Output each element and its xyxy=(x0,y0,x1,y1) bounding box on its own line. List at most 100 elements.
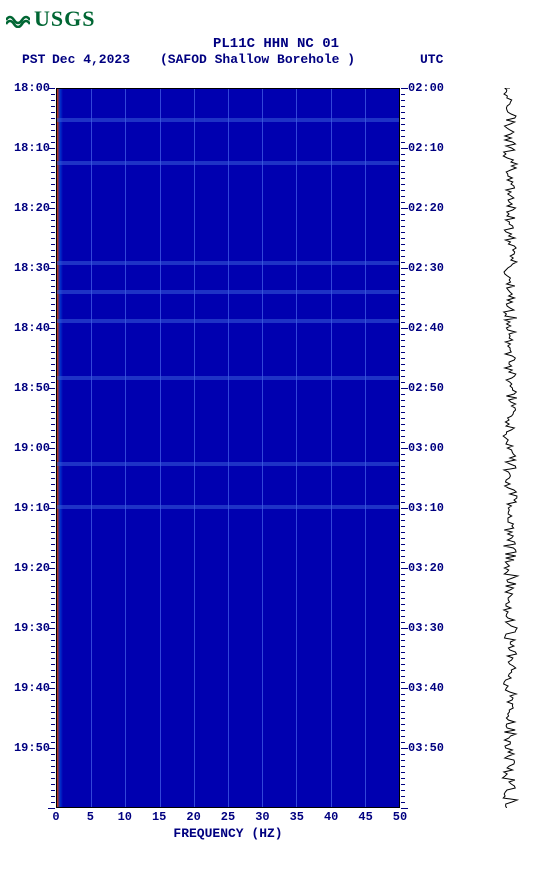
minor-tick xyxy=(401,754,405,755)
minor-tick xyxy=(401,268,408,269)
ytick-right: 02:00 xyxy=(408,81,444,95)
gridline xyxy=(296,89,297,807)
minor-tick xyxy=(51,418,55,419)
minor-tick xyxy=(51,562,55,563)
minor-tick xyxy=(51,622,55,623)
x-axis-frequency: 05101520253035404550 xyxy=(56,810,400,826)
minor-tick xyxy=(401,514,405,515)
minor-tick xyxy=(401,556,405,557)
minor-tick xyxy=(51,796,55,797)
minor-tick xyxy=(51,250,55,251)
ytick-left: 19:00 xyxy=(14,441,50,455)
minor-tick xyxy=(51,490,55,491)
ytick-left: 18:20 xyxy=(14,201,50,215)
waveform-trace xyxy=(490,88,530,808)
minor-tick xyxy=(51,154,55,155)
minor-tick xyxy=(51,424,55,425)
minor-tick xyxy=(51,94,55,95)
minor-tick xyxy=(51,160,55,161)
minor-tick xyxy=(51,526,55,527)
minor-tick xyxy=(51,412,55,413)
minor-tick xyxy=(401,646,405,647)
minor-tick xyxy=(401,94,405,95)
minor-tick xyxy=(51,238,55,239)
minor-tick xyxy=(51,166,55,167)
ytick-right: 02:10 xyxy=(408,141,444,155)
wave-icon xyxy=(6,10,30,28)
minor-tick xyxy=(48,628,55,629)
minor-tick xyxy=(51,112,55,113)
minor-tick xyxy=(401,712,405,713)
gridline xyxy=(262,89,263,807)
minor-tick xyxy=(51,718,55,719)
minor-tick xyxy=(51,760,55,761)
minor-tick xyxy=(51,100,55,101)
minor-tick xyxy=(401,208,408,209)
minor-tick xyxy=(51,292,55,293)
minor-tick xyxy=(51,310,55,311)
minor-tick xyxy=(401,610,405,611)
minor-tick xyxy=(51,532,55,533)
minor-tick xyxy=(51,502,55,503)
minor-tick xyxy=(51,496,55,497)
minor-tick xyxy=(401,238,405,239)
minor-tick xyxy=(401,478,405,479)
minor-tick xyxy=(401,784,405,785)
minor-tick xyxy=(51,694,55,695)
minor-tick xyxy=(51,598,55,599)
minor-tick xyxy=(51,358,55,359)
minor-tick xyxy=(401,184,405,185)
minor-tick xyxy=(51,772,55,773)
minor-tick xyxy=(51,514,55,515)
minor-tick xyxy=(401,112,405,113)
minor-tick xyxy=(51,460,55,461)
tickmarks-right xyxy=(400,88,401,808)
minor-tick xyxy=(51,754,55,755)
minor-tick xyxy=(401,652,405,653)
minor-tick xyxy=(401,496,405,497)
minor-tick xyxy=(51,394,55,395)
minor-tick xyxy=(401,730,405,731)
ytick-right: 03:20 xyxy=(408,561,444,575)
minor-tick xyxy=(51,586,55,587)
minor-tick xyxy=(51,346,55,347)
ytick-right: 03:00 xyxy=(408,441,444,455)
minor-tick xyxy=(401,676,405,677)
minor-tick xyxy=(51,202,55,203)
minor-tick xyxy=(51,298,55,299)
minor-tick xyxy=(401,190,405,191)
minor-tick xyxy=(51,670,55,671)
minor-tick xyxy=(401,526,405,527)
minor-tick xyxy=(51,376,55,377)
minor-tick xyxy=(401,340,405,341)
minor-tick xyxy=(401,298,405,299)
minor-tick xyxy=(401,286,405,287)
minor-tick xyxy=(51,190,55,191)
minor-tick xyxy=(401,568,408,569)
minor-tick xyxy=(51,196,55,197)
minor-tick xyxy=(51,352,55,353)
gridline xyxy=(331,89,332,807)
minor-tick xyxy=(401,280,405,281)
minor-tick xyxy=(401,694,405,695)
energy-band xyxy=(57,261,399,265)
minor-tick xyxy=(51,778,55,779)
minor-tick xyxy=(401,232,405,233)
minor-tick xyxy=(51,604,55,605)
minor-tick xyxy=(401,472,405,473)
xtick: 50 xyxy=(393,810,407,824)
minor-tick xyxy=(401,430,405,431)
minor-tick xyxy=(401,790,405,791)
minor-tick xyxy=(48,328,55,329)
minor-tick xyxy=(401,748,408,749)
minor-tick xyxy=(401,628,408,629)
minor-tick xyxy=(401,508,408,509)
minor-tick xyxy=(51,340,55,341)
spectrogram-plot xyxy=(56,88,400,808)
minor-tick xyxy=(401,118,405,119)
minor-tick xyxy=(401,616,405,617)
y-axis-pst: 18:0018:1018:2018:3018:4018:5019:0019:10… xyxy=(0,88,54,808)
minor-tick xyxy=(401,658,405,659)
minor-tick xyxy=(401,670,405,671)
minor-tick xyxy=(51,232,55,233)
